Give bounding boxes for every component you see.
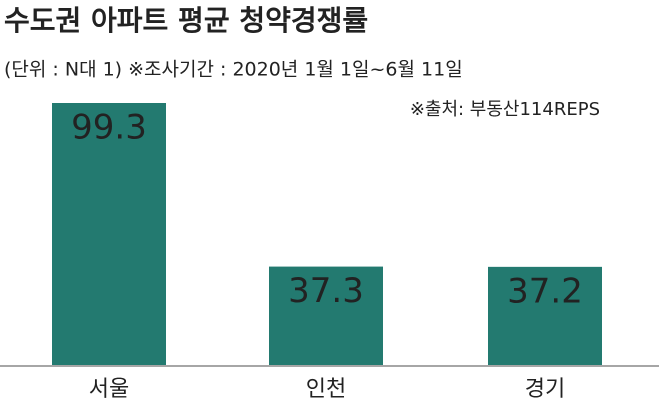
value-label: 37.3 <box>288 271 364 311</box>
value-label: 37.2 <box>507 271 583 311</box>
bar <box>269 266 383 365</box>
source: ※출처: 부동산114REPS <box>410 99 600 120</box>
x-tick-label: 인천 <box>306 377 346 402</box>
x-tick-label: 경기 <box>525 377 565 402</box>
bar <box>52 103 166 365</box>
x-tick-label: 서울 <box>89 377 129 402</box>
bar <box>488 266 602 365</box>
chart-title: 수도권 아파트 평균 청약경쟁률 <box>4 4 368 37</box>
chart-subtitle: (단위 : N대 1) ※조사기간 : 2020년 1월 1일~6월 11일 <box>4 59 463 81</box>
value-label: 99.3 <box>71 108 147 148</box>
